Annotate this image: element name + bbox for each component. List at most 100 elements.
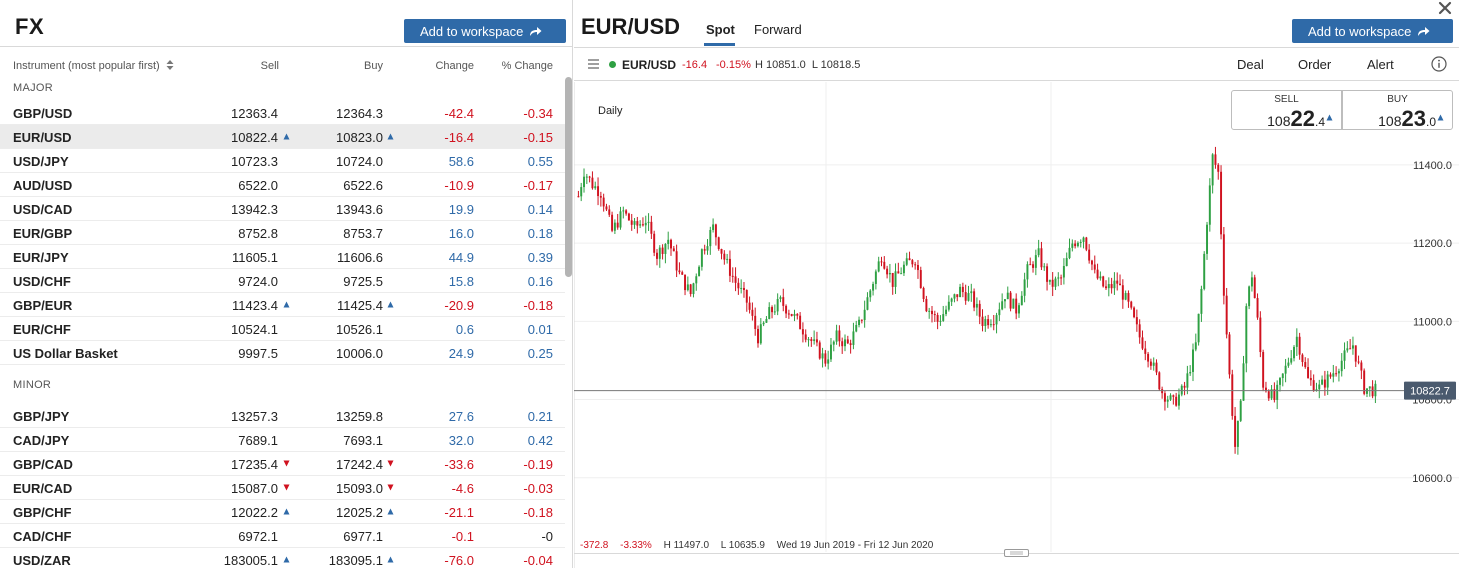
buy-price[interactable]: 13259.8 <box>336 409 383 424</box>
info-icon[interactable] <box>1431 56 1447 72</box>
buy-price[interactable]: 10823.0 <box>336 130 383 145</box>
col-buy[interactable]: Buy <box>364 60 383 72</box>
resize-handle-icon[interactable] <box>1004 549 1029 557</box>
buy-price[interactable]: 183095.1 <box>328 553 383 568</box>
candle-body <box>1281 373 1284 379</box>
col-sell[interactable]: Sell <box>260 60 279 72</box>
table-row[interactable]: EUR/GBP 8752.8 8753.7 16.0 0.18 <box>0 221 565 245</box>
sell-price[interactable]: 10822.4 <box>231 130 278 145</box>
tab-spot[interactable]: Spot <box>706 22 735 37</box>
buy-price[interactable]: 17242.4 <box>336 457 383 472</box>
buy-price[interactable]: 9725.5 <box>343 274 383 289</box>
table-row[interactable]: AUD/USD 6522.0 6522.6 -10.9 -0.17 <box>0 173 565 197</box>
buy-price[interactable]: 6522.6 <box>343 178 383 193</box>
table-row[interactable]: USD/CHF 9724.0 9725.5 15.8 0.16 <box>0 269 565 293</box>
table-row[interactable]: CAD/JPY 7689.1 7693.1 32.0 0.42 <box>0 428 565 452</box>
sell-price[interactable]: 8752.8 <box>238 226 278 241</box>
buy-price[interactable]: 12025.2 <box>336 505 383 520</box>
candle-body <box>1163 393 1166 402</box>
candle-body <box>888 272 891 275</box>
candle-body <box>1082 237 1085 242</box>
candle-body <box>827 359 830 364</box>
candle-body <box>1242 363 1245 401</box>
col-instrument[interactable]: Instrument (most popular first) <box>13 60 174 72</box>
buy-price[interactable]: 15093.0 <box>336 481 383 496</box>
buy-price[interactable]: 8753.7 <box>343 226 383 241</box>
candle-body <box>1141 337 1144 349</box>
table-row[interactable]: GBP/EUR 11423.4 11425.4 -20.9 -0.18 <box>0 293 565 317</box>
table-row[interactable]: GBP/CAD 17235.4 17242.4 -33.6 -0.19 <box>0 452 565 476</box>
table-row[interactable]: US Dollar Basket 9997.5 10006.0 24.9 0.25 <box>0 341 565 365</box>
sell-price[interactable]: 15087.0 <box>231 481 278 496</box>
table-row[interactable]: GBP/JPY 13257.3 13259.8 27.6 0.21 <box>0 404 565 428</box>
sell-price[interactable]: 10723.3 <box>231 154 278 169</box>
buy-price[interactable]: 10006.0 <box>336 346 383 361</box>
candle-body <box>978 303 981 317</box>
candle-body <box>1248 286 1251 307</box>
alert-button[interactable]: Alert <box>1367 57 1394 72</box>
instrument-name: CAD/JPY <box>13 433 70 448</box>
sell-price[interactable]: 6972.1 <box>238 529 278 544</box>
table-row[interactable]: CAD/CHF 6972.1 6977.1 -0.1 -0 <box>0 524 565 548</box>
candle-body <box>1152 362 1155 366</box>
candle-body <box>1029 264 1032 266</box>
table-row[interactable]: EUR/JPY 11605.1 11606.6 44.9 0.39 <box>0 245 565 269</box>
buy-price[interactable]: 13943.6 <box>336 202 383 217</box>
add-to-workspace-label: Add to workspace <box>420 23 524 39</box>
buy-button[interactable]: BUY 10823.0 <box>1342 90 1453 131</box>
sell-button[interactable]: SELL 10822.4 <box>1231 90 1342 131</box>
buy-price[interactable]: 6977.1 <box>343 529 383 544</box>
close-icon[interactable] <box>1438 1 1452 15</box>
table-row[interactable]: USD/ZAR 183005.1 183095.1 -76.0 -0.04 <box>0 548 565 568</box>
buy-price[interactable]: 10526.1 <box>336 322 383 337</box>
sell-price[interactable]: 11423.4 <box>231 298 278 313</box>
order-button[interactable]: Order <box>1298 57 1332 72</box>
sell-price[interactable]: 7689.1 <box>238 433 278 448</box>
add-to-workspace-button[interactable]: Add to workspace <box>1292 19 1453 43</box>
sell-price[interactable]: 11605.1 <box>231 250 278 265</box>
sell-price[interactable]: 6522.0 <box>238 178 278 193</box>
candle-body <box>779 297 782 299</box>
price-chart[interactable]: 11400.0 11200.0 11000.0 10800.0 10600.0 10822… <box>574 82 1459 568</box>
candle-body <box>1060 277 1063 279</box>
sell-price[interactable]: 9997.5 <box>238 346 278 361</box>
table-row[interactable]: USD/CAD 13942.3 13943.6 19.9 0.14 <box>0 197 565 221</box>
add-to-workspace-button[interactable]: Add to workspace <box>404 19 566 43</box>
sell-price[interactable]: 10524.1 <box>231 322 278 337</box>
table-row[interactable]: GBP/CHF 12022.2 12025.2 -21.1 -0.18 <box>0 500 565 524</box>
buy-price[interactable]: 12364.3 <box>336 106 383 121</box>
candlestick-chart[interactable]: 11400.011200.011000.010800.010600.010822… <box>574 82 1459 568</box>
buy-price[interactable]: 10724.0 <box>336 154 383 169</box>
deal-button[interactable]: Deal <box>1237 57 1264 72</box>
col-pct-change[interactable]: % Change <box>501 60 553 72</box>
sell-price[interactable]: 9724.0 <box>238 274 278 289</box>
sell-price[interactable]: 12022.2 <box>231 505 278 520</box>
candle-body <box>585 176 588 178</box>
sell-price[interactable]: 17235.4 <box>231 457 278 472</box>
col-change[interactable]: Change <box>435 60 474 72</box>
menu-icon[interactable] <box>588 59 599 69</box>
table-row[interactable]: EUR/CHF 10524.1 10526.1 0.6 0.01 <box>0 317 565 341</box>
buy-price[interactable]: 7693.1 <box>343 433 383 448</box>
scrollbar[interactable] <box>565 77 572 277</box>
candle-body <box>936 315 939 322</box>
candle-body <box>1343 350 1346 361</box>
table-row[interactable]: USD/JPY 10723.3 10724.0 58.6 0.55 <box>0 149 565 173</box>
change-value: -20.9 <box>444 298 474 313</box>
table-row[interactable]: EUR/CAD 15087.0 15093.0 -4.6 -0.03 <box>0 476 565 500</box>
pct-change-value: -0.18 <box>523 298 553 313</box>
buy-price[interactable]: 11606.6 <box>336 250 383 265</box>
buy-price[interactable]: 11425.4 <box>336 298 383 313</box>
sell-price[interactable]: 12363.4 <box>231 106 278 121</box>
candle-body <box>717 237 720 249</box>
table-row[interactable]: GBP/USD 12363.4 12364.3 -42.4 -0.34 <box>0 101 565 125</box>
table-row[interactable]: EUR/USD 10822.4 10823.0 -16.4 -0.15 <box>0 125 565 149</box>
sort-icon <box>166 60 174 70</box>
tab-forward[interactable]: Forward <box>754 22 802 37</box>
candle-body <box>860 319 863 321</box>
sell-price[interactable]: 13942.3 <box>231 202 278 217</box>
pct-change-value: -0.17 <box>523 178 553 193</box>
candle-body <box>692 283 695 295</box>
sell-price[interactable]: 13257.3 <box>231 409 278 424</box>
sell-price[interactable]: 183005.1 <box>223 553 278 568</box>
